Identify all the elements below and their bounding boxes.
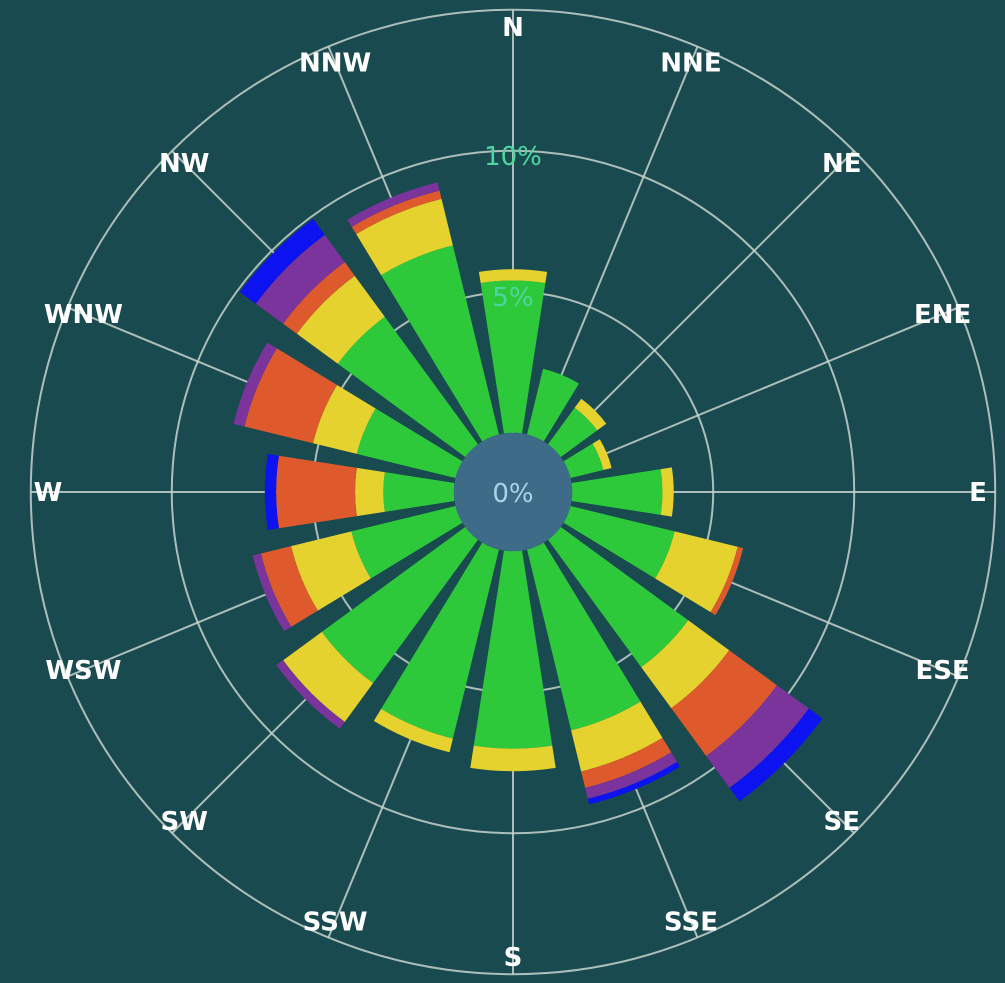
bar-wsw-bin-3 [260, 546, 318, 627]
bar-wsw-bin-4 [252, 553, 292, 632]
calm-circle-group [453, 432, 573, 552]
bar-s-bin-1 [473, 550, 553, 749]
bar-sw-bin-1 [321, 526, 479, 684]
direction-label-nnw: NNW [299, 48, 371, 78]
direction-label-w: W [34, 478, 63, 508]
direction-label-sw: SW [160, 807, 207, 837]
bar-se-bin-5 [729, 708, 823, 802]
bar-sse-bin-3 [581, 737, 672, 788]
direction-label-wsw: WSW [45, 656, 121, 686]
bar-sse-bin-2 [571, 701, 663, 772]
bar-ne-bin-2 [574, 398, 607, 431]
bar-w-bin-2 [355, 467, 385, 517]
bar-sw-bin-4 [276, 660, 345, 729]
bar-n-bin-1 [480, 280, 546, 434]
calm-circle [453, 432, 573, 552]
bar-nnw-bin-1 [381, 245, 499, 442]
bar-sse-bin-5 [587, 761, 681, 805]
direction-label-sse: SSE [664, 908, 718, 938]
bar-nw-bin-4 [255, 234, 345, 324]
bar-ssw-bin-1 [381, 542, 499, 739]
bar-ese-bin-2 [655, 531, 738, 613]
chart-labels: 0% 5% 10% N NNE NE ENE E ESE SE SSE S SSW SW WSW W WNW NW… [34, 13, 987, 973]
ring-label-5pct: 5% [492, 283, 533, 313]
bar-e-bin-1 [571, 469, 663, 515]
bar-nw-bin-5 [239, 218, 325, 304]
bar-e-bin-2 [660, 467, 674, 517]
center-label: 0% [492, 479, 533, 509]
bar-w-bin-5 [264, 454, 279, 530]
bar-ene-bin-1 [563, 443, 604, 478]
direction-label-e: E [969, 478, 987, 508]
bar-ene-bin-2 [592, 439, 612, 470]
bar-sw-bin-2 [283, 631, 374, 722]
direction-label-ene: ENE [914, 300, 971, 330]
bar-nnw-bin-4 [347, 182, 440, 227]
bar-wnw-bin-3 [244, 348, 338, 444]
bar-sse-bin-1 [527, 542, 641, 731]
bar-s-bin-2 [470, 745, 556, 772]
bar-n-bin-2 [478, 269, 548, 283]
direction-label-ne: NE [822, 149, 862, 179]
bar-wsw-bin-2 [291, 531, 371, 611]
bar-ese-bin-1 [563, 506, 675, 579]
bar-nw-bin-3 [283, 262, 355, 334]
bar-w-bin-1 [383, 472, 455, 512]
bar-nnw-bin-2 [356, 198, 453, 276]
bar-nw-bin-1 [337, 316, 479, 458]
wind-rose-bars [233, 182, 823, 805]
bar-se-bin-1 [547, 526, 689, 668]
bar-nnw-bin-3 [351, 190, 442, 235]
bar-se-bin-3 [671, 650, 777, 756]
ring-label-10pct: 10% [484, 142, 542, 172]
bar-ne-bin-1 [547, 407, 598, 458]
direction-label-wnw: WNW [44, 300, 123, 330]
bar-nne-bin-1 [527, 368, 579, 442]
bar-sse-bin-4 [585, 752, 678, 799]
direction-label-n: N [502, 13, 524, 43]
direction-label-s: S [504, 943, 523, 973]
bar-wnw-bin-2 [312, 385, 376, 454]
direction-label-nw: NW [159, 149, 209, 179]
bar-se-bin-4 [706, 685, 809, 788]
bar-wsw-bin-1 [351, 506, 463, 579]
direction-label-ese: ESE [915, 656, 969, 686]
bar-wnw-bin-4 [233, 342, 277, 427]
bar-wnw-bin-1 [356, 408, 463, 478]
direction-label-ssw: SSW [303, 908, 368, 938]
direction-label-nne: NNE [660, 48, 721, 78]
bar-w-bin-3 [276, 455, 357, 529]
bar-ssw-bin-2 [373, 708, 453, 753]
bar-ese-bin-3 [710, 546, 744, 616]
bar-se-bin-2 [641, 620, 730, 709]
bar-nw-bin-2 [296, 275, 385, 364]
direction-label-se: SE [824, 807, 861, 837]
